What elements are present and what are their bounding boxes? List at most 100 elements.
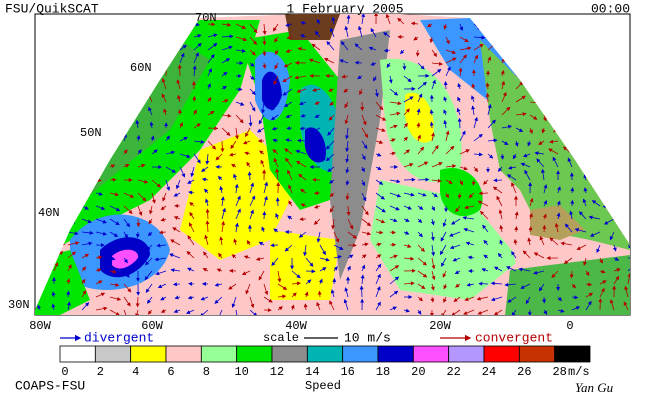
wind-arrow xyxy=(270,114,279,121)
wind-arrow xyxy=(95,87,102,92)
wind-arrow xyxy=(527,140,532,147)
wind-arrow xyxy=(582,198,587,207)
wind-arrow xyxy=(333,244,344,250)
wind-arrow xyxy=(221,99,229,103)
wind-arrow xyxy=(135,119,140,129)
wind-arrow xyxy=(622,153,629,157)
wind-arrow xyxy=(136,134,141,142)
wind-arrow xyxy=(187,179,195,184)
wind-arrow xyxy=(173,216,181,220)
wind-arrow xyxy=(299,101,307,106)
wind-arrow xyxy=(445,36,450,45)
wind-arrow xyxy=(193,109,197,116)
wind-arrow xyxy=(602,127,615,133)
wind-arrow xyxy=(605,16,615,25)
wind-arrow xyxy=(207,83,211,90)
wind-arrow xyxy=(234,183,239,194)
wind-arrow xyxy=(483,254,489,259)
wind-arrow xyxy=(298,173,307,181)
wind-arrow xyxy=(179,122,183,129)
wind-arrow xyxy=(249,101,256,112)
wind-arrow xyxy=(216,268,223,273)
wind-arrow xyxy=(595,162,601,168)
colorbar-tick: 28 xyxy=(552,365,566,379)
wind-arrow xyxy=(109,95,117,103)
wind-arrow xyxy=(272,23,279,32)
wind-arrow xyxy=(51,303,56,311)
wind-arrow xyxy=(533,252,545,259)
wind-arrow xyxy=(318,278,323,285)
wind-arrow xyxy=(441,257,447,267)
wind-arrow xyxy=(449,231,461,237)
wind-arrow xyxy=(388,75,393,84)
wind-arrow xyxy=(468,192,475,199)
wind-arrow xyxy=(375,301,381,311)
wind-arrow xyxy=(81,166,91,171)
wind-arrow xyxy=(263,181,268,194)
wind-arrow xyxy=(100,18,111,25)
wind-arrow xyxy=(136,218,141,228)
wind-arrow xyxy=(499,224,504,233)
wind-arrow xyxy=(112,23,125,28)
wind-arrow xyxy=(506,266,517,272)
wind-arrow xyxy=(207,110,215,116)
wind-arrow xyxy=(291,270,301,279)
wind-arrow xyxy=(473,35,486,40)
wind-arrow xyxy=(193,52,199,64)
wind-arrow xyxy=(249,182,255,194)
wind-arrow xyxy=(79,16,84,25)
wind-arrow xyxy=(451,309,461,315)
wind-arrow xyxy=(621,140,629,146)
wind-arrow xyxy=(187,235,195,246)
wind-arrow xyxy=(574,137,587,142)
wind-arrow xyxy=(329,192,335,198)
wind-arrow xyxy=(72,62,83,70)
wind-arrow xyxy=(345,166,350,174)
wind-arrow xyxy=(490,281,503,286)
wind-arrow xyxy=(375,166,382,170)
wind-arrow xyxy=(527,237,532,246)
wind-arrow xyxy=(499,239,504,246)
colorbar-tick: 24 xyxy=(482,365,496,379)
wind-arrow xyxy=(235,87,243,92)
wind-arrow xyxy=(571,283,576,289)
wind-arrow xyxy=(417,93,423,103)
wind-arrow xyxy=(150,135,155,142)
wind-arrow xyxy=(246,161,251,168)
wind-arrow xyxy=(487,56,492,64)
wind-arrow xyxy=(375,286,381,298)
wind-arrow xyxy=(160,205,167,211)
wind-arrow xyxy=(244,151,251,156)
wind-arrow xyxy=(272,88,279,100)
wind-arrow xyxy=(624,285,629,298)
wind-arrow xyxy=(368,46,377,51)
wind-arrow xyxy=(204,234,209,246)
wind-arrow xyxy=(95,75,100,83)
wind-arrow xyxy=(445,192,449,199)
wind-arrow xyxy=(361,127,369,138)
wind-arrow xyxy=(511,251,517,259)
wind-arrow xyxy=(288,200,293,207)
wind-arrow xyxy=(36,114,41,121)
wind-arrow xyxy=(151,36,157,43)
wind-arrow xyxy=(204,198,209,207)
wind-arrow xyxy=(221,85,227,90)
wind-arrow xyxy=(622,60,629,64)
wind-arrow xyxy=(311,43,321,51)
wind-arrow xyxy=(345,153,350,163)
wind-arrow xyxy=(235,101,245,106)
wind-arrow xyxy=(218,252,223,259)
wind-arrow xyxy=(151,48,158,53)
wind-arrow xyxy=(134,104,139,116)
wind-arrow xyxy=(471,83,476,90)
wind-arrow xyxy=(81,290,87,298)
wind-arrow xyxy=(431,79,436,90)
wind-arrow xyxy=(473,54,478,64)
wind-arrow xyxy=(605,45,615,51)
time: 00:00 xyxy=(591,1,630,16)
wind-arrow xyxy=(81,113,90,118)
wind-arrow xyxy=(325,140,335,150)
wind-arrow xyxy=(249,296,255,309)
wind-arrow xyxy=(581,101,587,106)
wind-arrow xyxy=(262,211,267,220)
